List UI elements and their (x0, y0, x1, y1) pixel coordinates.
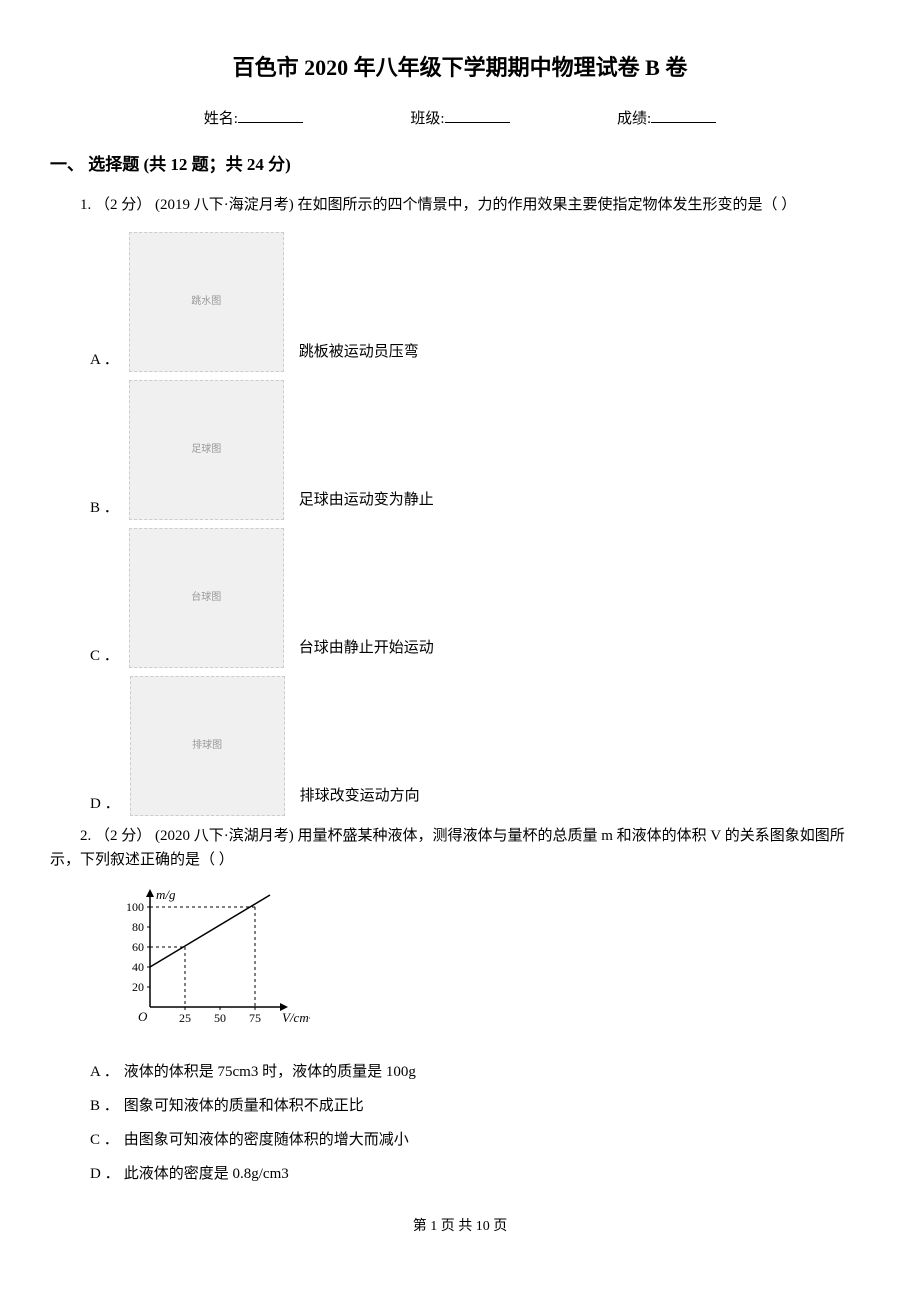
svg-text:100: 100 (126, 900, 144, 914)
billiards-image: 台球图 (129, 528, 284, 668)
q1-option-d: D ． 排球图 排球改变运动方向 (90, 676, 870, 816)
svg-text:20: 20 (132, 980, 144, 994)
q2-option-d-text: 此液体的密度是 0.8g/cm3 (124, 1166, 289, 1182)
section-1-heading: 一、 选择题 (共 12 题；共 24 分) (50, 151, 870, 178)
page-footer: 第 1 页 共 10 页 (50, 1216, 870, 1238)
q2-option-b: B ． 图象可知液体的质量和体积不成正比 (90, 1094, 870, 1118)
q2-option-letter-c: C ． (90, 1128, 120, 1152)
class-underline (445, 105, 510, 123)
svg-text:80: 80 (132, 920, 144, 934)
svg-text:40: 40 (132, 960, 144, 974)
q2-option-b-text: 图象可知液体的质量和体积不成正比 (124, 1098, 364, 1114)
svg-text:V/cm³: V/cm³ (282, 1010, 310, 1025)
q2-option-c: C ． 由图象可知液体的密度随体积的增大而减小 (90, 1128, 870, 1152)
q2-option-d: D ． 此液体的密度是 0.8g/cm3 (90, 1162, 870, 1186)
score-label: 成绩: (617, 107, 651, 131)
option-d-text: 排球改变运动方向 (300, 784, 420, 816)
q2-option-a: A ． 液体的体积是 75cm3 时，液体的质量是 100g (90, 1060, 870, 1084)
option-letter-d: D ． (90, 792, 120, 816)
diving-image: 跳水图 (129, 232, 284, 372)
option-c-text: 台球由静止开始运动 (299, 636, 434, 668)
class-field: 班级: (410, 105, 509, 131)
q1-option-b: B ． 足球图 足球由运动变为静止 (90, 380, 870, 520)
question-1-stem: 1. （2 分） (2019 八下·海淀月考) 在如图所示的四个情景中，力的作用… (50, 193, 870, 217)
option-letter-a: A ． (90, 348, 119, 372)
class-label: 班级: (410, 107, 444, 131)
svg-text:25: 25 (179, 1011, 191, 1025)
option-letter-c: C ． (90, 644, 119, 668)
option-letter-b: B ． (90, 496, 119, 520)
header-fields: 姓名: 班级: 成绩: (50, 105, 870, 131)
svg-text:m/g: m/g (156, 887, 176, 902)
mass-volume-chart: 20 40 60 80 100 25 50 75 m/g V/cm³ O (110, 887, 870, 1045)
score-underline (651, 105, 716, 123)
football-image: 足球图 (129, 380, 284, 520)
q2-option-a-text: 液体的体积是 75cm3 时，液体的质量是 100g (124, 1064, 416, 1080)
svg-text:75: 75 (249, 1011, 261, 1025)
exam-title: 百色市 2020 年八年级下学期期中物理试卷 B 卷 (50, 50, 870, 85)
svg-text:50: 50 (214, 1011, 226, 1025)
name-underline (238, 105, 303, 123)
svg-text:60: 60 (132, 940, 144, 954)
option-b-text: 足球由运动变为静止 (299, 488, 434, 520)
q2-option-c-text: 由图象可知液体的密度随体积的增大而减小 (124, 1132, 409, 1148)
q1-option-c: C ． 台球图 台球由静止开始运动 (90, 528, 870, 668)
name-field: 姓名: (204, 105, 303, 131)
option-a-text: 跳板被运动员压弯 (299, 340, 419, 372)
svg-text:O: O (138, 1009, 148, 1024)
q2-option-letter-d: D ． (90, 1162, 120, 1186)
q1-option-a: A ． 跳水图 跳板被运动员压弯 (90, 232, 870, 372)
q2-option-letter-b: B ． (90, 1094, 120, 1118)
question-2-stem: 2. （2 分） (2020 八下·滨湖月考) 用量杯盛某种液体，测得液体与量杯… (50, 824, 870, 872)
q2-option-letter-a: A ． (90, 1060, 120, 1084)
volleyball-image: 排球图 (130, 676, 285, 816)
name-label: 姓名: (204, 107, 238, 131)
score-field: 成绩: (617, 105, 716, 131)
